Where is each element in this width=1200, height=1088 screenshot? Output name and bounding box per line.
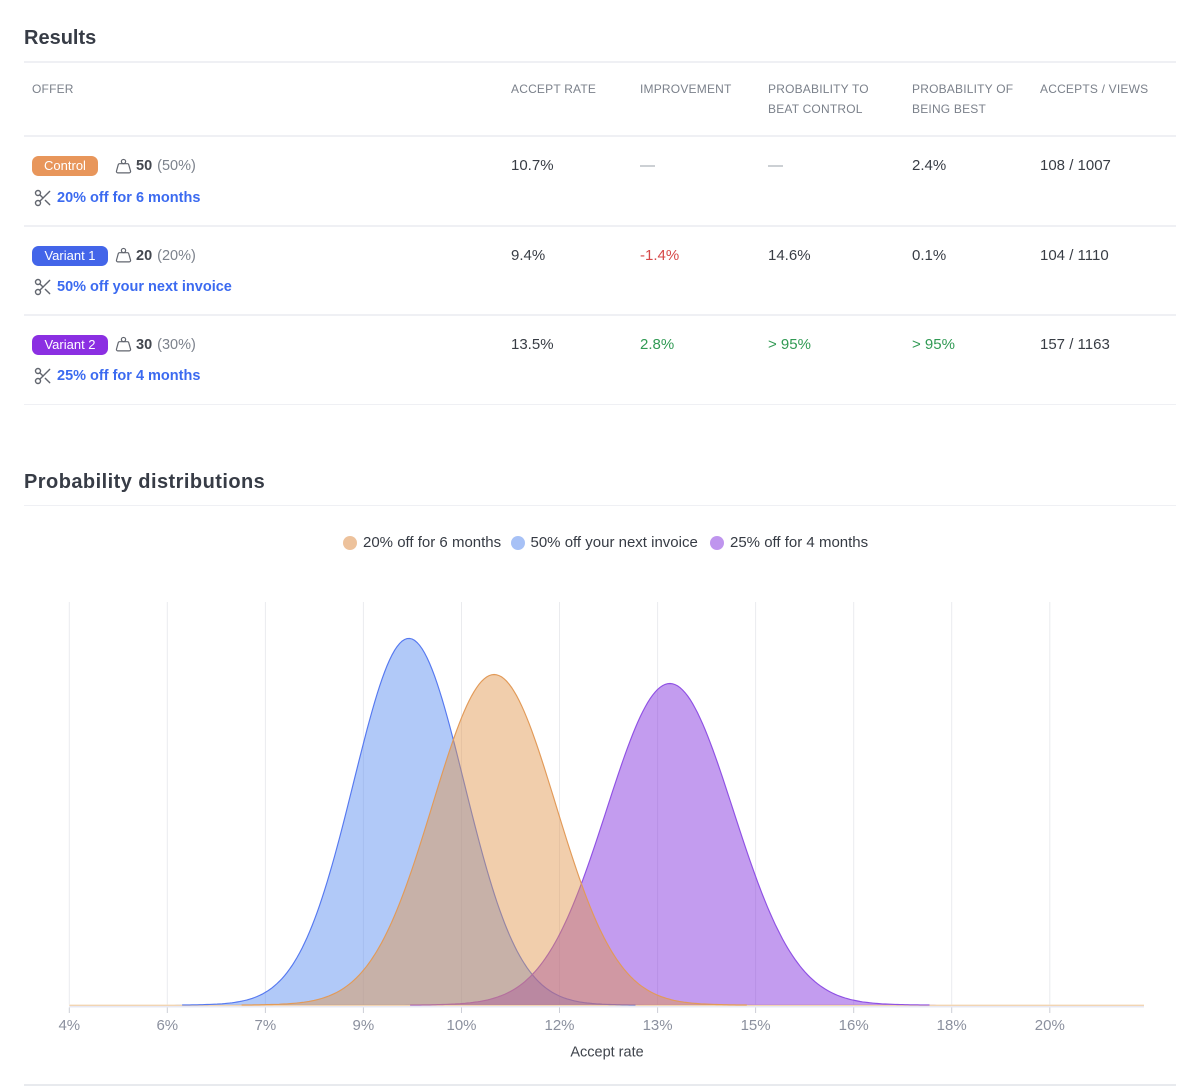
svg-text:Accept rate: Accept rate <box>570 1045 643 1061</box>
svg-text:13%: 13% <box>643 1017 673 1034</box>
svg-text:18%: 18% <box>937 1017 967 1034</box>
svg-text:7%: 7% <box>255 1017 277 1034</box>
svg-text:9%: 9% <box>353 1017 375 1034</box>
svg-text:10%: 10% <box>446 1017 476 1034</box>
svg-text:12%: 12% <box>544 1017 574 1034</box>
svg-text:15%: 15% <box>741 1017 771 1034</box>
svg-text:20%: 20% <box>1035 1017 1065 1034</box>
svg-text:16%: 16% <box>839 1017 869 1034</box>
svg-text:4%: 4% <box>58 1017 80 1034</box>
svg-text:6%: 6% <box>156 1017 178 1034</box>
